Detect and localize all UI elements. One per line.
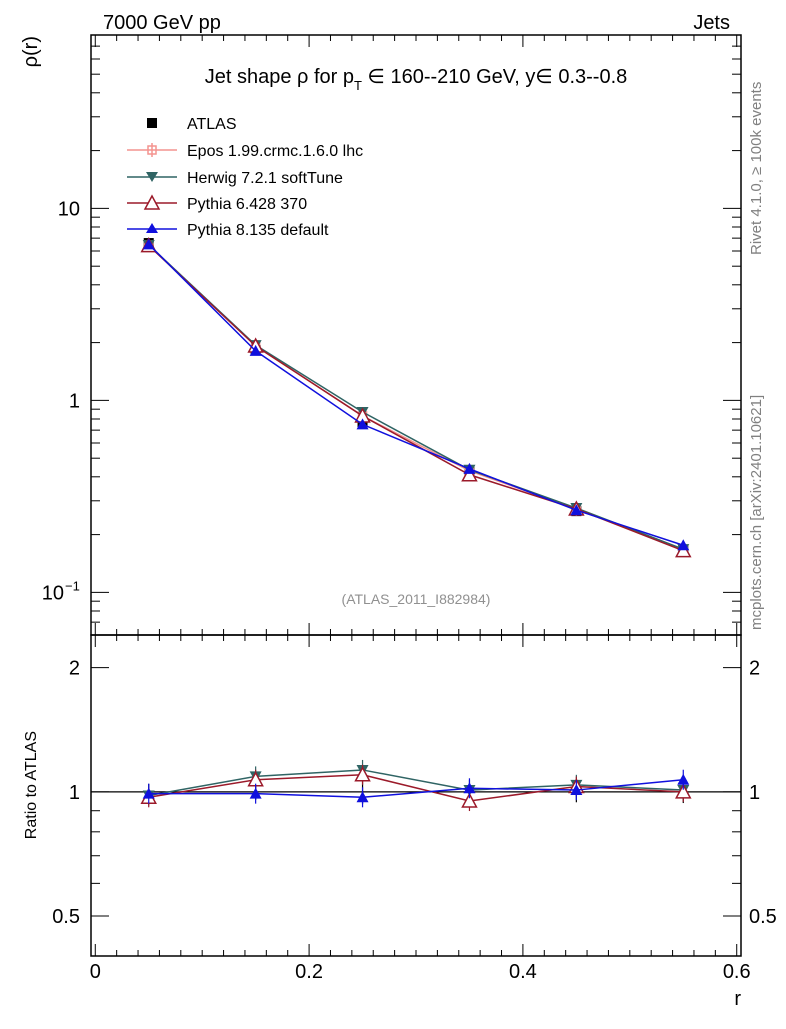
axis-ticks [91, 34, 741, 956]
ratio-3-point [356, 791, 369, 803]
ratio-3-point [463, 782, 476, 794]
series-3-point [356, 418, 369, 430]
ratio-series-group [140, 759, 692, 812]
ratio-3-point [677, 773, 690, 785]
y-tick-label: 10 [42, 582, 64, 604]
series-line-2 [148, 245, 684, 552]
ratio-2-point [675, 783, 692, 799]
header-left: 7000 GeV pp [103, 12, 221, 34]
legend-label-herwig: Herwig 7.2.1 softTune [187, 170, 343, 187]
reference-label: (ATLAS_2011_I882984) [342, 591, 491, 607]
x-tick-label: 0.6 [723, 961, 751, 983]
ratio-line-1 [148, 769, 684, 797]
x-tick-label: 0.4 [509, 961, 537, 983]
series-3-point [142, 238, 155, 250]
series-line-0 [148, 244, 684, 550]
ratio-tick-label-right: 0.5 [749, 906, 777, 928]
ratio-3-point [249, 787, 262, 799]
series-2-point [461, 466, 478, 482]
ratio-tick-label-right: 1 [749, 782, 760, 804]
legend-marker-pythia6 [143, 194, 161, 210]
x-axis-title: r [734, 988, 741, 1010]
series-line-3 [148, 243, 684, 546]
legend-marker-epos [147, 143, 157, 157]
y-axis-title: ρ(r) [20, 36, 42, 67]
legend-label-pythia8: Pythia 8.135 default [187, 222, 329, 239]
y-tick-exponent: −1 [65, 578, 80, 593]
ratio-tick-label-right: 2 [749, 658, 760, 680]
title-suffix: ∈ 160--210 GeV, y∈ 0.3--0.8 [362, 66, 627, 88]
ratio-3-point [570, 784, 583, 796]
ratio-tick-label-left: 1 [69, 782, 80, 804]
legend-marker-atlas [147, 118, 157, 128]
ratio-tick-label-left: 0.5 [52, 906, 80, 928]
title-subscript: T [354, 78, 362, 93]
ratio-plot-frame [90, 634, 742, 957]
y-tick-label: 1 [69, 390, 80, 412]
ratio-axis-title: Ratio to ATLAS [23, 731, 40, 839]
series-3-point [570, 504, 583, 516]
plot-title: Jet shape ρ for pT ∈ 160--210 GeV, y∈ 0.… [205, 66, 628, 93]
main-series-group [140, 237, 692, 558]
rivet-label: Rivet 4.1.0, ≥ 100k events [748, 82, 765, 255]
legend-marker-herwig [146, 172, 158, 182]
x-tick-label: 0.2 [295, 961, 323, 983]
title-prefix: Jet shape ρ for p [205, 66, 354, 88]
legend-label-atlas: ATLAS [187, 116, 237, 133]
legend-marker-pythia8 [146, 223, 158, 233]
ratio-line-3 [148, 778, 684, 799]
series-3-point [677, 539, 690, 551]
x-tick-label: 0 [90, 961, 101, 983]
legend-label-pythia6: Pythia 6.428 370 [187, 196, 307, 213]
legend: ATLAS Epos 1.99.crmc.1.6.0 lhc Herwig 7.… [127, 116, 363, 239]
ratio-3-point [142, 787, 155, 799]
mcplots-label: mcplots.cern.ch [arXiv:2401.10621] [748, 395, 765, 630]
ratio-line-2 [148, 774, 684, 802]
header-right: Jets [693, 12, 730, 34]
legend-label-epos: Epos 1.99.crmc.1.6.0 lhc [187, 143, 363, 160]
series-3-point [463, 462, 476, 474]
y-tick-label: 10 [58, 198, 80, 220]
series-3-point [249, 344, 262, 356]
ratio-tick-label-left: 2 [69, 658, 80, 680]
ratio-2-point [461, 792, 478, 808]
ratio-2-point [354, 766, 371, 782]
series-line-1 [148, 244, 684, 550]
